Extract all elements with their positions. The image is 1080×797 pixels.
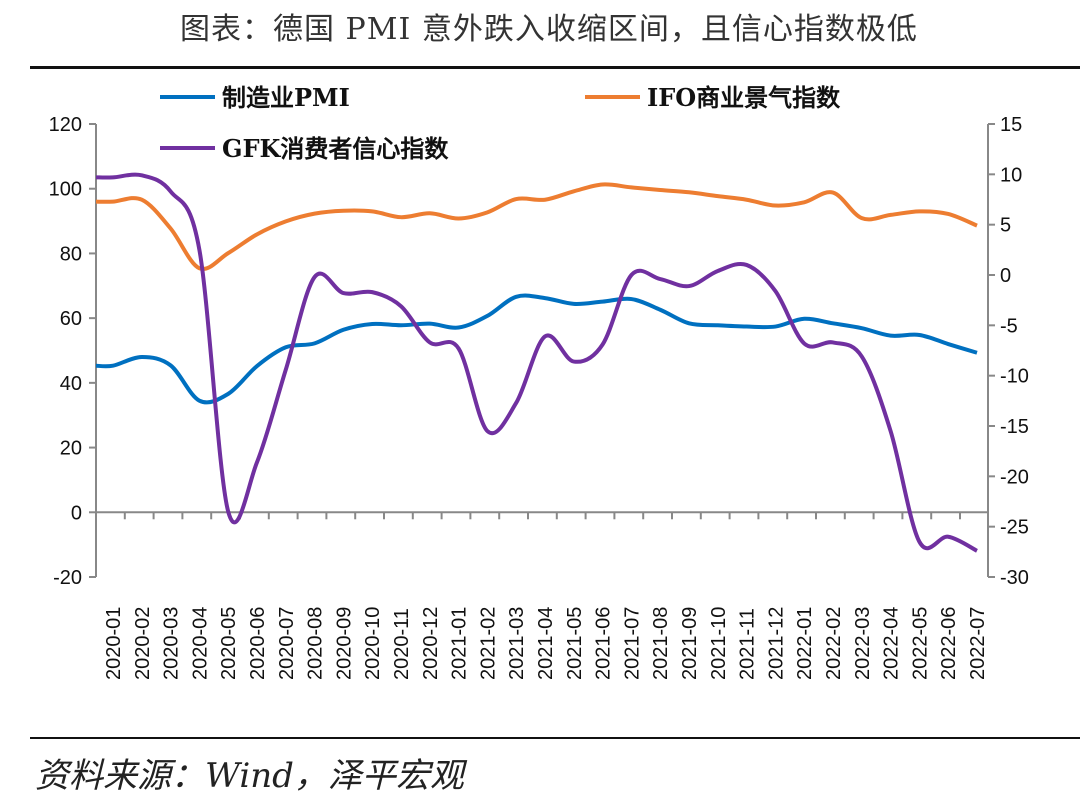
right-tick-label: -10: [1000, 366, 1029, 388]
top-divider: [30, 66, 1080, 69]
x-tick-label: 2021-02: [477, 607, 499, 680]
right-tick-label: -5: [1000, 315, 1018, 337]
series-line-2: [95, 182, 978, 272]
left-tick-label: 120: [49, 114, 82, 136]
legend-label: 制造业PMI: [222, 83, 350, 112]
right-tick-label: -30: [1000, 567, 1029, 589]
x-tick-label: 2021-04: [535, 607, 557, 680]
bottom-divider: [30, 737, 1080, 739]
x-tick-label: 2021-05: [564, 607, 586, 680]
series-line-3: [95, 172, 978, 553]
x-tick-label: 2021-10: [708, 607, 730, 680]
x-tick-label: 2020-09: [333, 607, 355, 680]
x-tick-label: 2021-12: [765, 607, 787, 680]
x-tick-label: 2020-03: [161, 607, 183, 680]
left-tick-label: 0: [71, 502, 82, 524]
chart-title: 图表：德国 PMI 意外跌入收缩区间，且信心指数极低: [180, 12, 918, 47]
x-tick-label: 2020-05: [218, 607, 240, 680]
right-tick-label: -20: [1000, 466, 1029, 488]
series-line-1: [95, 293, 978, 405]
left-tick-label: -20: [53, 567, 82, 589]
x-tick-label: 2021-08: [650, 607, 672, 680]
x-tick-label: 2020-11: [391, 608, 413, 680]
x-tick-label: 2021-01: [449, 607, 471, 680]
source-note: 资料来源：Wind，泽平宏观: [35, 756, 464, 796]
x-tick-label: 2021-07: [621, 607, 643, 680]
x-tick-label: 2022-01: [794, 607, 816, 680]
x-tick-label: 2022-02: [823, 607, 845, 680]
left-tick-label: 20: [60, 438, 82, 460]
right-tick-label: 5: [1000, 215, 1011, 237]
left-tick-label: 100: [49, 179, 82, 201]
right-tick-label: -25: [1000, 517, 1029, 539]
right-tick-label: 0: [1000, 265, 1011, 287]
x-tick-label: 2020-06: [247, 607, 269, 680]
x-tick-label: 2021-03: [506, 607, 528, 680]
right-tick-label: -15: [1000, 416, 1029, 438]
x-tick-label: 2021-11: [737, 608, 759, 680]
x-tick-label: 2020-12: [420, 607, 442, 680]
x-tick-label: 2020-01: [103, 607, 125, 680]
legend-label: IFO商业景气指数: [647, 83, 841, 112]
left-tick-label: 60: [60, 308, 82, 330]
x-tick-label: 2020-07: [276, 607, 298, 680]
left-tick-label: 80: [60, 243, 82, 265]
x-tick-label: 2020-02: [132, 607, 154, 680]
x-tick-label: 2020-10: [362, 607, 384, 680]
legend-label: GFK消费者信心指数: [222, 134, 449, 163]
x-tick-label: 2022-06: [938, 607, 960, 680]
right-tick-label: 15: [1000, 114, 1022, 136]
x-tick-label: 2020-08: [305, 607, 327, 680]
x-tick-label: 2022-04: [881, 607, 903, 680]
x-tick-label: 2021-09: [679, 607, 701, 680]
x-tick-label: 2022-03: [852, 607, 874, 680]
right-tick-label: 10: [1000, 164, 1022, 186]
x-tick-label: 2020-04: [189, 607, 211, 680]
left-tick-label: 40: [60, 373, 82, 395]
x-tick-label: 2022-05: [909, 607, 931, 680]
x-tick-label: 2022-07: [967, 607, 989, 680]
x-tick-label: 2021-06: [593, 607, 615, 680]
